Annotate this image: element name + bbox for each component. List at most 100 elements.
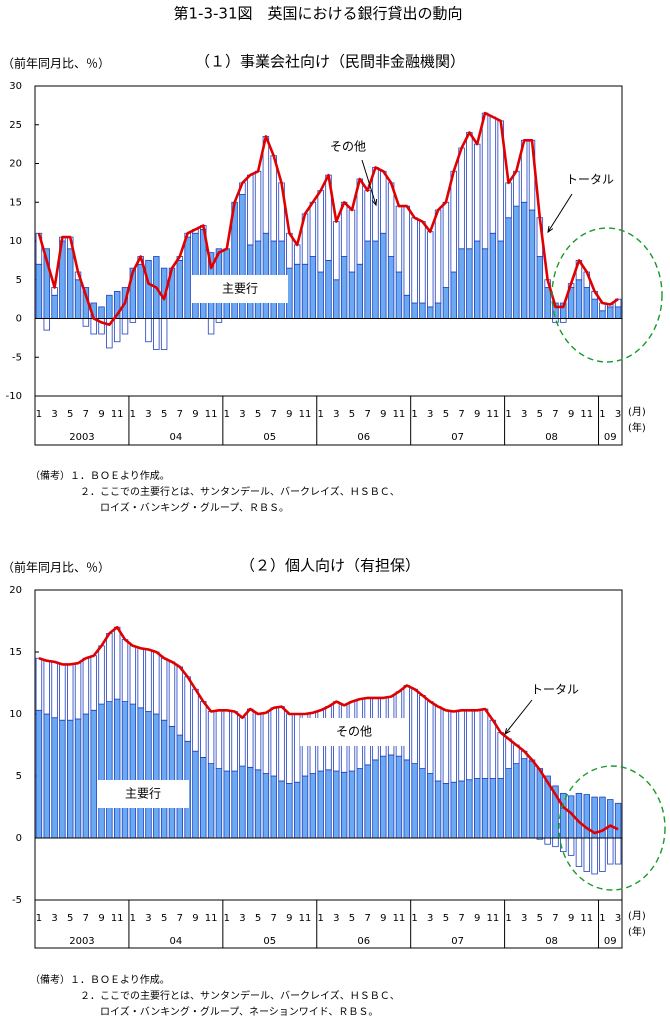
bar: [513, 763, 520, 839]
bar: [419, 695, 426, 769]
bar: [528, 209, 536, 319]
bar: [614, 306, 622, 319]
bar: [270, 775, 277, 839]
bar: [168, 661, 176, 727]
bar: [113, 698, 121, 839]
bar: [137, 707, 144, 839]
bar: [192, 688, 199, 752]
bar: [411, 688, 418, 765]
x-tick-label: 11: [299, 913, 312, 924]
x-tick-label: 7: [552, 913, 558, 924]
bar: [505, 182, 512, 219]
bar: [340, 771, 348, 839]
bar: [35, 232, 43, 265]
x-tick-label: 5: [255, 913, 261, 924]
x-tick-label: 11: [393, 913, 406, 924]
x-tick-label: 9: [286, 409, 292, 420]
bar: [505, 217, 512, 319]
bar: [98, 645, 105, 705]
bar: [552, 318, 559, 323]
bar: [427, 231, 434, 308]
bar: [74, 279, 82, 319]
page-title: 第1-3-31図 英国における銀行貸出の動向: [173, 5, 462, 23]
bar: [607, 306, 614, 319]
annotation-arrow: [361, 159, 377, 206]
bar: [333, 279, 340, 319]
bar: [254, 713, 262, 771]
total-line: [38, 625, 619, 835]
bar: [505, 768, 512, 839]
bar: [442, 287, 450, 319]
y-tick-label: -5: [12, 352, 22, 363]
bar: [583, 837, 590, 872]
x-tick-label: 5: [161, 409, 167, 420]
year-label: 2003: [69, 936, 94, 947]
x-tick-label: 7: [83, 409, 89, 420]
bar: [145, 649, 152, 712]
bar: [239, 765, 246, 839]
bar: [434, 302, 442, 319]
bar: [207, 763, 215, 839]
x-tick-label: 9: [380, 409, 386, 420]
y-tick-label: 5: [16, 771, 22, 782]
annotation-arrow: [504, 699, 533, 735]
series-label: 主要行: [125, 787, 161, 801]
y-tick-label: 30: [9, 81, 22, 92]
bar: [607, 799, 614, 839]
bar: [145, 318, 152, 343]
bar: [348, 770, 356, 839]
bar: [325, 769, 332, 839]
bar: [583, 287, 590, 319]
bar: [286, 783, 293, 839]
x-tick-label: 11: [205, 409, 218, 420]
bar: [434, 780, 442, 839]
x-tick-label: 9: [98, 913, 104, 924]
bar: [489, 719, 497, 779]
bar: [427, 306, 434, 319]
x-tick-label: 11: [486, 913, 499, 924]
bar: [599, 310, 606, 319]
x-tick-label: 9: [568, 409, 574, 420]
bar: [67, 719, 74, 839]
bar: [309, 201, 317, 257]
bar: [239, 717, 246, 767]
bar: [481, 248, 489, 319]
x-tick-label: 9: [380, 913, 386, 924]
bar: [591, 837, 598, 875]
bar: [153, 713, 160, 839]
bar: [560, 792, 567, 839]
bar: [575, 279, 583, 319]
bar: [51, 717, 58, 839]
bar: [380, 755, 387, 839]
bar: [497, 240, 504, 319]
bar: [82, 318, 90, 327]
x-tick-label: 5: [255, 409, 261, 420]
bar: [200, 701, 207, 758]
bar: [192, 750, 199, 839]
bar: [160, 657, 168, 721]
bar: [309, 773, 317, 839]
bar: [450, 170, 457, 273]
bar: [59, 719, 66, 839]
y-tick-label: 15: [9, 647, 22, 658]
x-tick-label: 7: [458, 409, 464, 420]
bar: [333, 221, 340, 281]
x-tick-label: 5: [443, 409, 449, 420]
x-tick-label: 1: [224, 913, 230, 924]
x-tick-label: 11: [486, 409, 499, 420]
bar: [325, 259, 332, 319]
x-tick-label: 1: [130, 913, 136, 924]
bar: [419, 302, 426, 319]
bar: [614, 837, 622, 865]
series-label: トータル: [566, 173, 614, 187]
bar: [106, 701, 113, 839]
year-label: 07: [451, 936, 464, 947]
bar: [317, 271, 324, 319]
bar: [184, 676, 191, 742]
bar: [380, 232, 387, 319]
year-unit: (年): [628, 925, 646, 938]
annotation-arrow: [547, 193, 573, 233]
bar: [466, 132, 473, 250]
bar: [364, 240, 371, 319]
year-label: 06: [357, 432, 370, 443]
